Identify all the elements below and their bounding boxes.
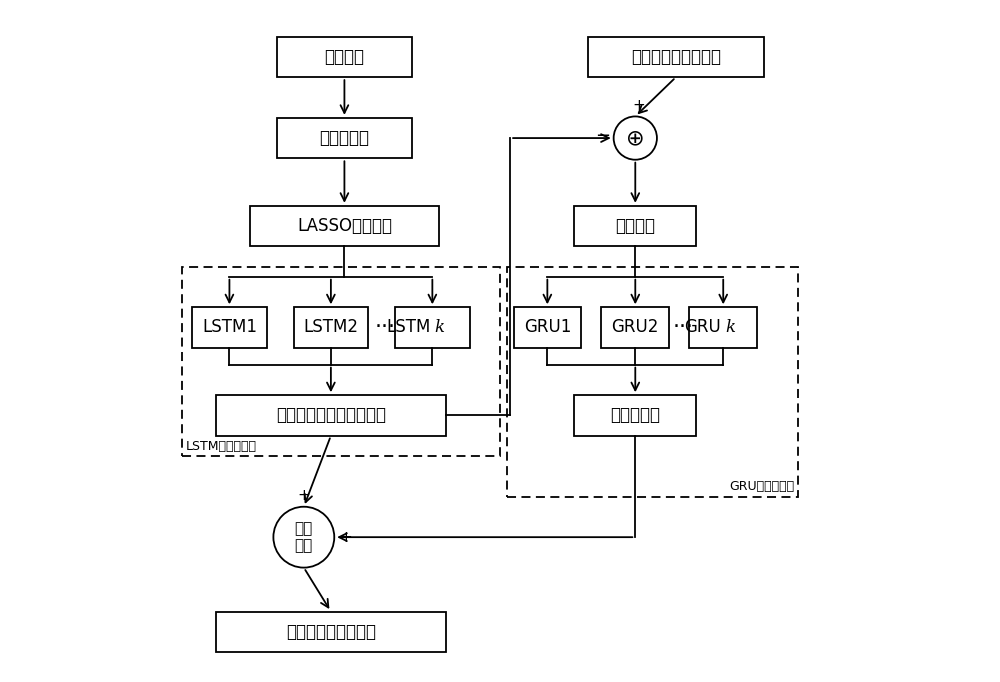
Text: LSTM1: LSTM1 bbox=[202, 318, 257, 336]
Bar bbox=[514, 307, 581, 348]
Bar bbox=[601, 307, 669, 348]
Text: LSTM: LSTM bbox=[386, 318, 430, 336]
Text: 历史数据: 历史数据 bbox=[324, 48, 364, 66]
Text: k: k bbox=[434, 319, 444, 336]
Bar bbox=[294, 307, 368, 348]
Circle shape bbox=[614, 117, 657, 160]
Bar bbox=[277, 37, 412, 77]
Text: 误差
重构: 误差 重构 bbox=[295, 521, 313, 553]
Bar bbox=[277, 118, 412, 158]
Text: 待预测点负荷真实值: 待预测点负荷真实值 bbox=[631, 48, 721, 66]
Text: k: k bbox=[725, 319, 735, 336]
Text: +: + bbox=[297, 488, 310, 503]
Text: −: − bbox=[595, 127, 610, 145]
Bar bbox=[216, 612, 446, 652]
Text: ⊕: ⊕ bbox=[626, 128, 645, 148]
Text: GRU误差补偿层: GRU误差补偿层 bbox=[729, 480, 794, 493]
Bar bbox=[507, 267, 798, 496]
Text: LASSO变量选择: LASSO变量选择 bbox=[297, 217, 392, 235]
Bar bbox=[689, 307, 757, 348]
Text: +: + bbox=[340, 530, 352, 545]
Text: 误差预测值: 误差预测值 bbox=[610, 406, 660, 424]
Text: ···: ··· bbox=[672, 318, 693, 338]
Bar bbox=[574, 206, 696, 246]
Text: 待预测点负荷初步预测值: 待预测点负荷初步预测值 bbox=[276, 406, 386, 424]
Text: 误差序列: 误差序列 bbox=[615, 217, 655, 235]
Text: ···: ··· bbox=[375, 318, 396, 338]
Text: GRU: GRU bbox=[684, 318, 721, 336]
Text: GRU1: GRU1 bbox=[524, 318, 571, 336]
Text: LSTM负荷预测层: LSTM负荷预测层 bbox=[185, 440, 256, 453]
Bar bbox=[182, 267, 500, 456]
Circle shape bbox=[273, 507, 334, 567]
Bar bbox=[395, 307, 470, 348]
Text: GRU2: GRU2 bbox=[612, 318, 659, 336]
Bar bbox=[192, 307, 267, 348]
Bar bbox=[250, 206, 439, 246]
Bar bbox=[216, 395, 446, 436]
Text: 数据预处理: 数据预处理 bbox=[319, 129, 369, 147]
Bar bbox=[574, 395, 696, 436]
Text: 待预测点最终负荷值: 待预测点最终负荷值 bbox=[286, 623, 376, 641]
Text: +: + bbox=[632, 98, 645, 113]
Bar bbox=[588, 37, 764, 77]
Text: LSTM2: LSTM2 bbox=[303, 318, 358, 336]
